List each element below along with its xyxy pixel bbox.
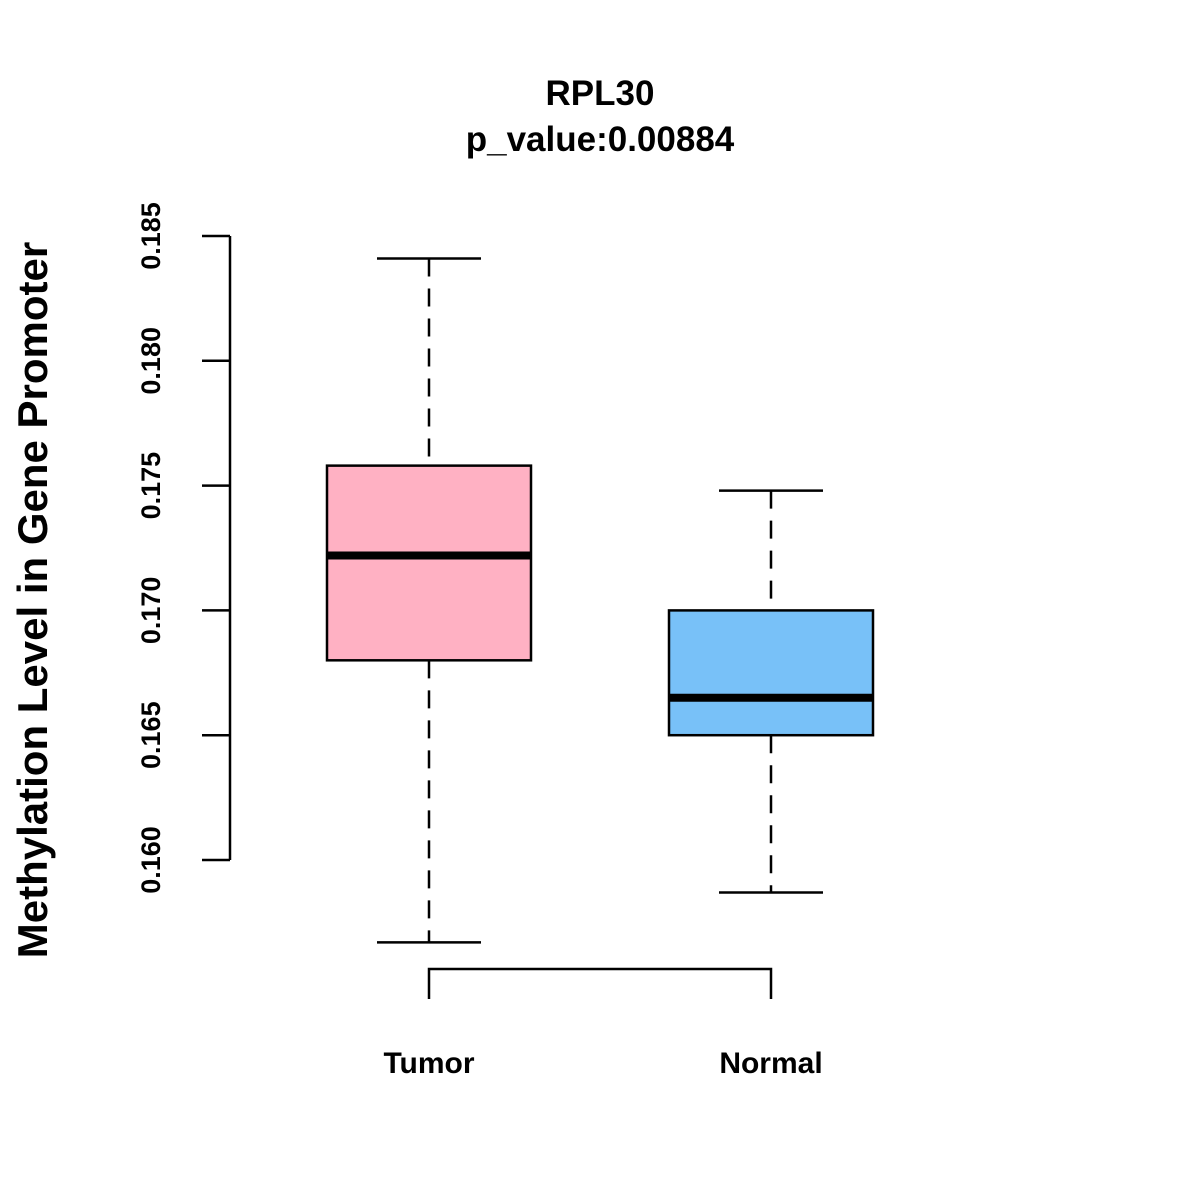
- iqr-box: [667, 609, 875, 737]
- box-normal: [667, 489, 875, 894]
- x-tick-label-tumor: Tumor: [383, 1047, 474, 1080]
- x-tick-label-normal: Normal: [719, 1047, 822, 1080]
- y-tick-label: 0.175: [136, 452, 166, 520]
- y-axis: 0.160 0.165 0.170 0.175 0.180 0.185: [136, 202, 232, 894]
- boxes: [325, 257, 875, 944]
- iqr-box: [325, 464, 533, 662]
- box-tumor: [325, 257, 533, 944]
- y-tick-label: 0.185: [136, 202, 166, 270]
- y-tick-label: 0.170: [136, 577, 166, 645]
- chart-subtitle: p_value:0.00884: [466, 120, 735, 159]
- y-tick-label: 0.160: [136, 826, 166, 894]
- x-axis: Tumor Normal: [383, 1047, 822, 1080]
- y-tick-label: 0.165: [136, 701, 166, 769]
- bracket-line: [427, 967, 773, 999]
- comparison-bracket: [427, 967, 773, 999]
- chart-title: RPL30: [546, 74, 655, 113]
- y-axis-label: Methylation Level in Gene Promoter: [9, 242, 56, 958]
- y-tick-label: 0.180: [136, 327, 166, 395]
- title-group: RPL30 p_value:0.00884: [466, 74, 735, 159]
